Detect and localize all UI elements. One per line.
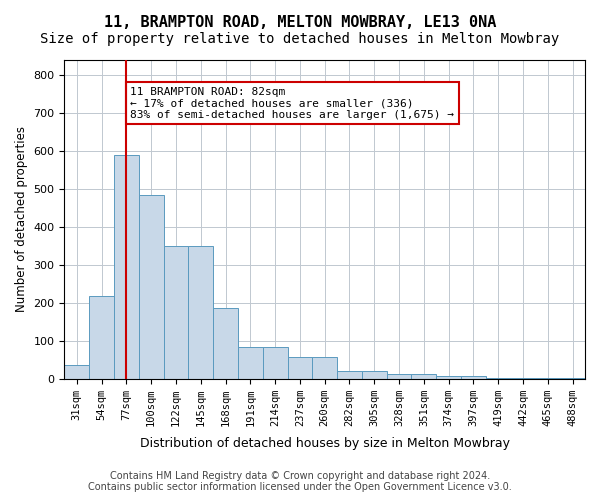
Bar bbox=[461, 376, 486, 378]
Bar bbox=[313, 357, 337, 378]
Bar bbox=[164, 246, 188, 378]
Text: 11, BRAMPTON ROAD, MELTON MOWBRAY, LE13 0NA: 11, BRAMPTON ROAD, MELTON MOWBRAY, LE13 … bbox=[104, 15, 496, 30]
Bar bbox=[213, 308, 238, 378]
Bar bbox=[188, 246, 213, 378]
Text: 11 BRAMPTON ROAD: 82sqm
← 17% of detached houses are smaller (336)
83% of semi-d: 11 BRAMPTON ROAD: 82sqm ← 17% of detache… bbox=[130, 86, 454, 120]
Bar bbox=[412, 374, 436, 378]
Bar bbox=[362, 371, 386, 378]
Bar bbox=[436, 376, 461, 378]
Bar bbox=[89, 296, 114, 378]
Y-axis label: Number of detached properties: Number of detached properties bbox=[15, 126, 28, 312]
Text: Size of property relative to detached houses in Melton Mowbray: Size of property relative to detached ho… bbox=[40, 32, 560, 46]
Bar bbox=[64, 366, 89, 378]
Bar bbox=[139, 194, 164, 378]
Bar bbox=[287, 357, 313, 378]
Bar bbox=[263, 347, 287, 378]
Bar bbox=[238, 347, 263, 378]
Bar bbox=[114, 155, 139, 378]
Text: Contains HM Land Registry data © Crown copyright and database right 2024.
Contai: Contains HM Land Registry data © Crown c… bbox=[88, 471, 512, 492]
Bar bbox=[337, 371, 362, 378]
Bar bbox=[386, 374, 412, 378]
X-axis label: Distribution of detached houses by size in Melton Mowbray: Distribution of detached houses by size … bbox=[140, 437, 510, 450]
